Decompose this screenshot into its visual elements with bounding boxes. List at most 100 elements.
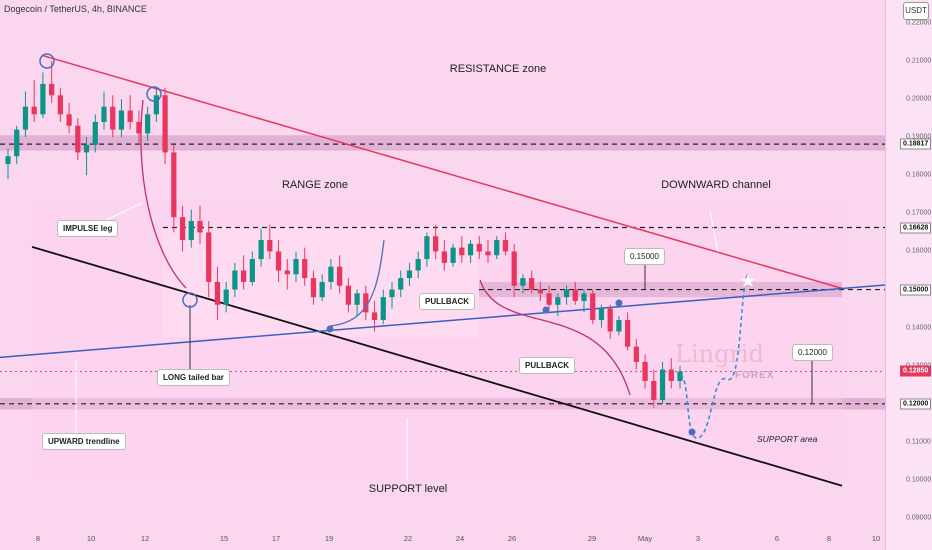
candle-body [441,251,447,263]
pivot-dot-4 [688,428,696,436]
candle-body [529,278,535,290]
candle-body [424,236,430,260]
candle-body [136,121,142,134]
candle-body [267,240,273,252]
x-tick-label: May [637,534,653,543]
y-tick-label: 0.17000 [906,209,932,217]
candle-body [310,278,317,298]
price-tag[interactable]: 0.16628 [900,222,932,234]
y-tick-label: 0.18000 [906,171,932,179]
x-tick-label: 26 [507,534,517,543]
pivot-dot-1 [326,325,334,333]
chart-canvas [0,53,885,487]
y-tick-label: 0.20000 [906,95,932,103]
price-tag[interactable]: 0.12000 [900,398,932,410]
candle-body [625,320,631,347]
y-tick-label: 0.10000 [906,476,932,484]
x-tick-label: 12 [140,534,150,543]
target-label-012: 0.12000 [792,344,833,361]
x-tick-label: 17 [271,534,281,543]
x-tick-label: 22 [403,534,413,543]
candle-body [319,281,325,298]
candle-body [502,240,509,252]
candle-body [494,240,500,256]
impulse-leg-label: IMPULSE leg [57,220,119,237]
x-tick-label: 8 [826,534,832,543]
candle-body [616,320,622,332]
candle-body [476,243,482,252]
candle-body [677,371,683,381]
projection-path [679,273,749,439]
candle-body [642,361,648,381]
x-tick-label: 24 [455,534,465,543]
candle-body [40,83,46,115]
upward-trendline [0,284,885,359]
candle-body [380,297,386,321]
candle-body [581,293,587,301]
price-axis[interactable] [885,0,932,550]
chart-title: Dogecoin / TetherUS, 4h, BINANCE [4,4,147,14]
candle-body [171,152,177,218]
candle-body [284,270,290,275]
candle-body [75,125,81,153]
support-level-label: SUPPORT level [368,483,448,495]
x-tick-label: 8 [35,534,41,543]
candle-body [223,289,229,305]
candle-body [293,259,299,275]
candle-body [354,293,360,305]
candle-body [459,247,465,256]
x-tick-label: 10 [871,534,881,543]
resistance-trendline [41,54,843,290]
candle-body [14,129,20,157]
candle-body [406,270,413,279]
y-tick-label: 0.09000 [906,514,932,522]
y-tick-label: 0.22000 [906,19,932,27]
candle-body [659,369,666,401]
candle-body [598,308,605,321]
candle-body [5,156,11,164]
impulse-arrow [140,99,187,289]
candle-body [49,83,55,96]
watermark-logo: Lingrid [675,340,764,368]
price-tag[interactable]: 0.18817 [900,138,932,150]
candle-body [118,110,125,130]
upward-trendline-label: UPWARD trendline [42,433,126,450]
channel-pointer [709,209,719,253]
candle-body [337,266,343,286]
pivot-dot-2 [542,306,550,314]
candle-body [22,106,29,130]
x-tick-label: 10 [86,534,96,543]
x-tick-label: 29 [587,534,597,543]
price-tag[interactable]: 0.12850 [900,365,932,377]
candle-body [520,278,526,286]
candle-body [232,270,238,290]
candle-body [92,121,98,145]
candle-body [537,289,543,294]
candle-body [398,278,404,290]
candle-body [563,289,570,298]
candle-body [485,251,491,256]
candle-body [188,220,194,241]
price-tag[interactable]: 0.15000 [900,284,932,296]
candle-body [371,312,378,321]
x-tick-label: 6 [774,534,780,543]
candle-body [179,217,186,241]
candle-body [145,114,151,134]
candle-body [162,95,168,153]
pullback-label-2: PULLBACK [519,357,575,374]
candle-body [302,259,308,279]
candle-body [389,289,395,298]
candle-body [153,95,159,115]
candle-body [275,251,282,271]
currency-badge[interactable]: USDT [903,2,929,20]
y-tick-label: 0.16000 [906,247,932,255]
long-tailed-bar-label: LONG tailed bar [157,369,230,386]
target-star [741,274,755,287]
y-tick-label: 0.19000 [906,133,932,141]
impulse-pointer [101,202,143,223]
candle-body [83,144,90,153]
candle-body [206,232,212,282]
candle-body [127,110,133,122]
pullback-label-1: PULLBACK [419,293,475,310]
